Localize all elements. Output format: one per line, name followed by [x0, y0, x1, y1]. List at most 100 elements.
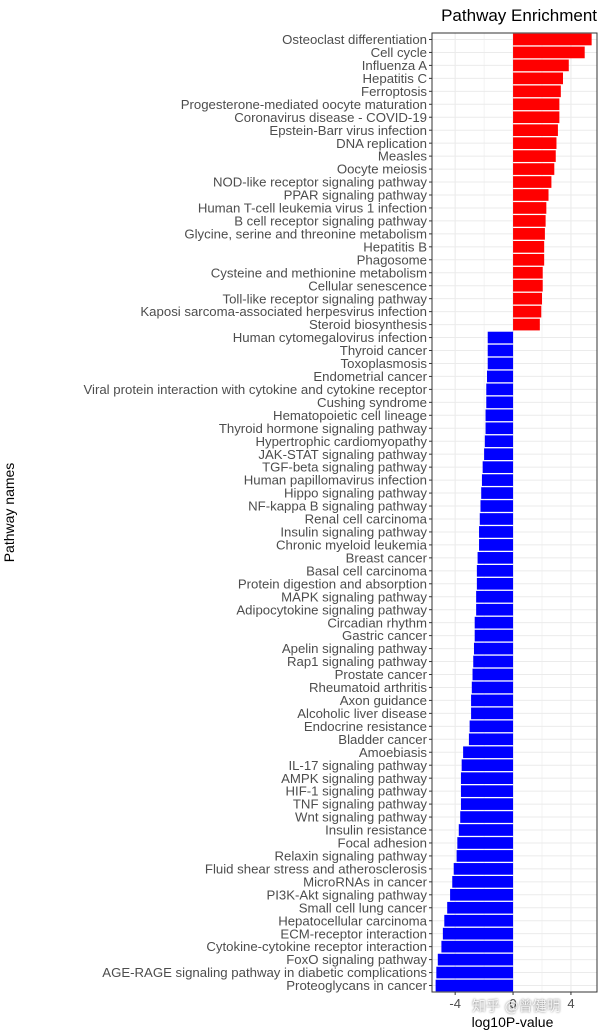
bar-focal-adhesion [457, 837, 514, 849]
bar-breast-cancer [477, 552, 514, 564]
category-label: Relaxin signaling pathway [275, 849, 428, 864]
bar-viral-protein-interaction-with-cytokine-and-cytokine-receptor [486, 383, 514, 396]
bars [435, 33, 592, 992]
category-label: FoxO signaling pathway [286, 952, 427, 967]
category-label: Kaposi sarcoma-associated herpesvirus in… [140, 304, 427, 319]
bar-hepatocellular-carcinoma [444, 914, 514, 927]
bar-micrornas-in-cancer [452, 876, 514, 888]
bar-hepatitis-b [513, 240, 545, 253]
bar-ampk-signaling-pathway [460, 772, 514, 785]
bar-chronic-myeloid-leukemia [479, 539, 514, 551]
category-label: Phagosome [357, 252, 427, 267]
category-label: Toxoplasmosis [341, 356, 428, 371]
bar-influenza-a [513, 59, 569, 72]
category-label: DNA replication [336, 136, 427, 151]
category-label: Wnt signaling pathway [295, 810, 427, 825]
bar-cushing-syndrome [486, 396, 514, 409]
bar-foxo-signaling-pathway [437, 953, 514, 966]
category-label: Circadian rhythm [327, 615, 427, 630]
category-label: Prostate cancer [335, 667, 428, 682]
bar-jak-stat-signaling-pathway [484, 448, 514, 461]
bar-small-cell-lung-cancer [447, 901, 514, 914]
category-label: Proteoglycans in cancer [286, 978, 427, 993]
bar-wnt-signaling-pathway [460, 811, 514, 823]
bar-ppar-signaling-pathway [513, 189, 549, 201]
bar-relaxin-signaling-pathway [456, 850, 514, 862]
category-label: MicroRNAs in cancer [303, 874, 427, 889]
category-label: Chronic myeloid leukemia [276, 537, 428, 552]
category-label: Small cell lung cancer [299, 900, 428, 915]
category-label: Endometrial cancer [313, 369, 427, 384]
category-label: Epstein-Barr virus infection [269, 123, 427, 138]
bar-cellular-senescence [513, 279, 543, 292]
bar-mapk-signaling-pathway [476, 590, 514, 603]
category-label: Apelin signaling pathway [282, 641, 428, 656]
bar-progesterone-mediated-oocyte-maturation [513, 98, 560, 111]
bar-rap1-signaling-pathway [473, 655, 514, 668]
bar-ecm-receptor-interaction [442, 927, 514, 940]
category-label: Cysteine and methionine metabolism [211, 265, 427, 280]
category-label: Protein digestion and absorption [238, 576, 427, 591]
bar-hippo-signaling-pathway [481, 487, 514, 499]
category-label: Basal cell carcinoma [306, 563, 428, 578]
category-label: TGF-beta signaling pathway [262, 460, 427, 475]
bar-thyroid-hormone-signaling-pathway [485, 422, 514, 435]
bar-hif-1-signaling-pathway [460, 785, 514, 797]
category-label: Alcoholic liver disease [297, 706, 427, 721]
category-label: Human cytomegalovirus infection [233, 330, 427, 345]
category-label: MAPK signaling pathway [281, 589, 427, 604]
category-label: Toll-like receptor signaling pathway [222, 291, 427, 306]
category-label: Rheumatoid arthritis [309, 680, 427, 695]
category-label: Hypertrophic cardiomyopathy [255, 434, 427, 449]
category-label: Ferroptosis [361, 84, 427, 99]
bar-glycine-serine-and-threonine-metabolism [513, 228, 545, 240]
category-label: Human papillomavirus infection [244, 473, 427, 488]
bar-b-cell-receptor-signaling-pathway [513, 215, 546, 227]
bar-endocrine-resistance [469, 720, 514, 733]
category-label: Hematopoietic cell lineage [273, 408, 427, 423]
category-label: Cushing syndrome [317, 395, 427, 410]
bar-alcoholic-liver-disease [471, 707, 514, 720]
category-label: Adipocytokine signaling pathway [236, 602, 427, 617]
category-label: Focal adhesion [338, 836, 427, 851]
category-label: Hippo signaling pathway [284, 486, 427, 501]
bar-pi3k-akt-signaling-pathway [450, 888, 514, 901]
category-label: Insulin resistance [325, 823, 427, 838]
x-tick-label: 4 [567, 996, 574, 1011]
bar-oocyte-meiosis [513, 163, 555, 175]
bar-cytokine-cytokine-receptor-interaction [441, 940, 514, 953]
category-label: Fluid shear stress and atherosclerosis [205, 861, 427, 876]
bar-human-cytomegalovirus-infection [487, 331, 514, 344]
category-label: Glycine, serine and threonine metabolism [184, 226, 427, 241]
category-label: Hepatocellular carcinoma [278, 913, 427, 928]
bar-steroid-biosynthesis [513, 318, 540, 331]
category-label: Steroid biosynthesis [309, 317, 427, 332]
bar-hypertrophic-cardiomyopathy [484, 435, 514, 448]
bar-thyroid-cancer [487, 344, 514, 357]
bar-phagosome [513, 253, 545, 266]
category-label: Measles [378, 149, 428, 164]
category-label: Endocrine resistance [304, 719, 427, 734]
bar-insulin-resistance [458, 824, 514, 836]
category-label: JAK-STAT signaling pathway [258, 447, 427, 462]
panel-border [431, 32, 598, 993]
bar-hepatitis-c [513, 72, 563, 85]
bar-toxoplasmosis [487, 357, 514, 370]
bar-dna-replication [513, 137, 557, 149]
bar-tnf-signaling-pathway [460, 798, 514, 810]
category-label: IL-17 signaling pathway [288, 758, 427, 773]
bar-kaposi-sarcoma-associated-herpesvirus-infection [513, 305, 542, 318]
bar-rheumatoid-arthritis [471, 681, 514, 694]
category-label: Viral protein interaction with cytokine … [83, 382, 427, 397]
bar-human-papillomavirus-infection [481, 474, 514, 486]
category-label: PPAR signaling pathway [284, 188, 428, 203]
category-label: NF-kappa B signaling pathway [248, 499, 427, 514]
bar-age-rage-signaling-pathway-in-diabetic-complications [436, 966, 514, 979]
bar-epstein-barr-virus-infection [513, 124, 558, 137]
category-label: Osteoclast differentiation [282, 32, 427, 47]
y-axis-title: Pathway names [1, 463, 17, 563]
bar-il-17-signaling-pathway [461, 759, 514, 772]
bar-amoebiasis [463, 746, 514, 759]
category-label: Thyroid hormone signaling pathway [219, 421, 428, 436]
